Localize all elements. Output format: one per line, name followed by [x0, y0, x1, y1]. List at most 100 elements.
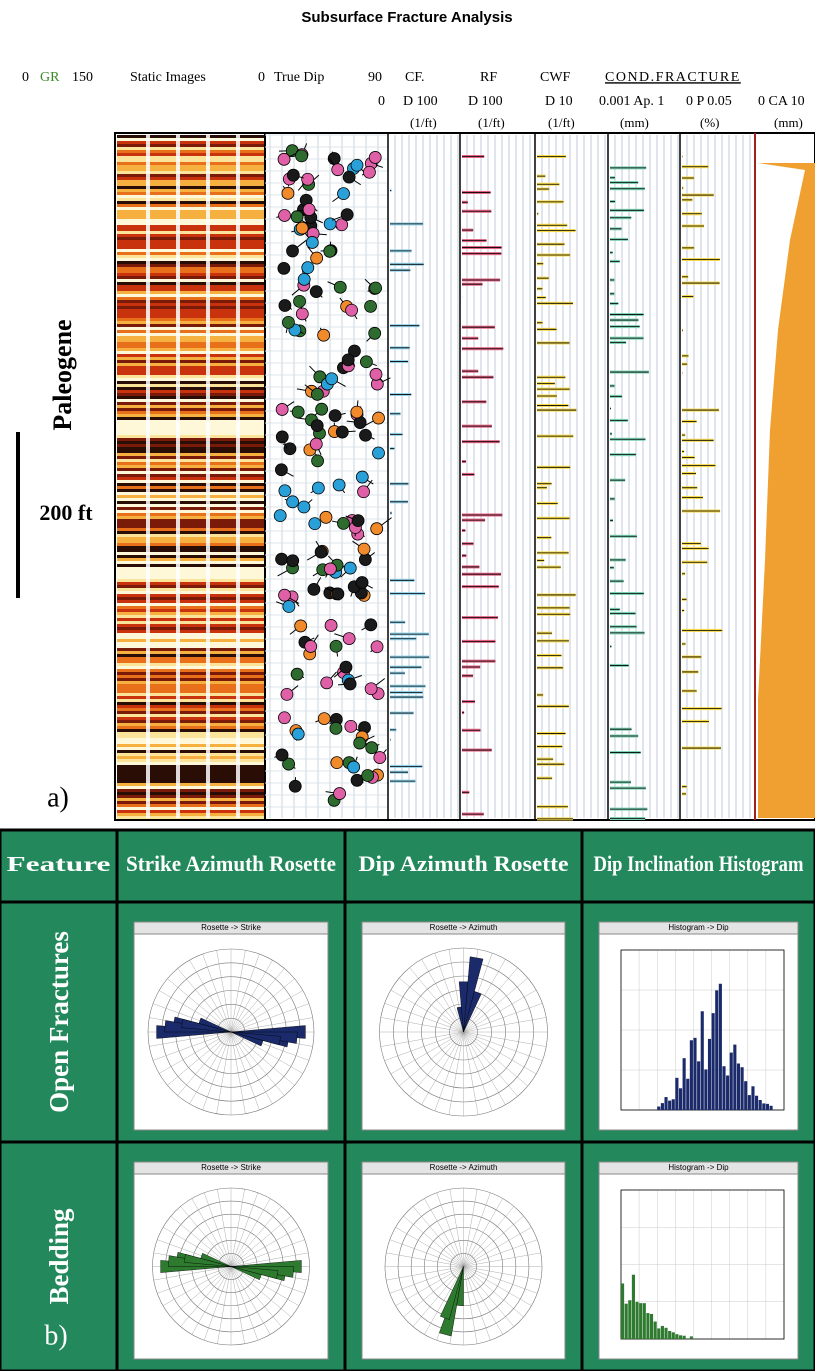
- hist-bar: [762, 1103, 766, 1110]
- image-band: [117, 243, 264, 246]
- rosette-spoke: [230, 1206, 282, 1267]
- hist-bar: [697, 1061, 701, 1110]
- image-band: [117, 453, 264, 456]
- tadpole: [317, 712, 331, 725]
- image-band: [117, 738, 264, 741]
- image-band: [117, 231, 264, 234]
- image-band: [117, 339, 264, 342]
- image-band: [117, 291, 264, 294]
- image-band: [117, 603, 264, 606]
- rosette-spoke: [463, 1192, 491, 1267]
- image-band: [117, 402, 264, 405]
- scale-label: 0 CA 10: [758, 94, 805, 109]
- rosette-spoke: [463, 1189, 478, 1267]
- image-band: [117, 369, 264, 372]
- rosette-spoke: [216, 1031, 232, 1114]
- hist-bar: [765, 1103, 770, 1110]
- rosette-spoke: [403, 1215, 464, 1267]
- tadpole: [277, 261, 291, 275]
- tadpole: [339, 660, 353, 674]
- rosette-spoke: [390, 989, 464, 1033]
- image-band: [117, 174, 264, 177]
- image-band: [117, 312, 264, 315]
- plot-titlebar: [361, 921, 566, 935]
- rosette-spoke: [202, 953, 232, 1033]
- image-band: [117, 702, 264, 705]
- rosette-spoke: [230, 1239, 305, 1267]
- image-band: [117, 780, 264, 783]
- tadpole: [297, 272, 311, 286]
- tadpole: [290, 210, 304, 224]
- rosette-spoke: [216, 950, 232, 1033]
- row-header: Open Fractures: [44, 931, 74, 1113]
- tadpole: [353, 736, 367, 750]
- rosette-spoke: [189, 1031, 232, 1104]
- image-band: [117, 360, 264, 363]
- rosette-spoke: [463, 1252, 541, 1267]
- rosette-spoke: [463, 1198, 503, 1267]
- image-band: [117, 210, 264, 213]
- rosette-spoke: [152, 1031, 232, 1061]
- tadpole: [361, 769, 375, 782]
- rosette-spoke: [389, 1239, 464, 1267]
- image-band: [117, 411, 264, 414]
- image-band: [117, 294, 264, 297]
- image-band: [117, 657, 264, 660]
- hist-bar: [631, 1274, 635, 1339]
- image-band: [117, 345, 264, 348]
- hist-bar: [689, 1336, 693, 1339]
- plot-titlebar: [133, 921, 329, 935]
- image-band: [117, 219, 264, 222]
- image-band: [117, 579, 264, 582]
- hist-bar: [718, 983, 722, 1110]
- rosette-spoke: [167, 978, 232, 1033]
- image-band: [117, 168, 264, 171]
- image-band: [117, 240, 264, 243]
- image-band: [117, 651, 264, 654]
- rosette-spoke: [230, 1266, 282, 1327]
- image-band: [117, 264, 264, 267]
- image-band: [117, 732, 264, 735]
- track-label: RF: [480, 70, 497, 85]
- image-band: [117, 282, 264, 285]
- image-band: [117, 303, 264, 306]
- image-band: [117, 483, 264, 486]
- tadpole: [278, 711, 291, 725]
- rosette-spoke: [463, 1031, 547, 1047]
- tadpole: [295, 221, 309, 235]
- image-band: [117, 366, 264, 369]
- rosette-spoke: [230, 950, 246, 1033]
- rosette-spoke: [463, 1031, 518, 1097]
- tadpole: [368, 151, 382, 164]
- image-gap: [146, 135, 150, 818]
- image-band: [117, 321, 264, 324]
- rosette-spoke: [399, 977, 464, 1033]
- tadpole: [281, 186, 295, 200]
- scale-label: 0: [378, 94, 385, 109]
- image-band: [117, 249, 264, 252]
- rosette-petal: [200, 1252, 232, 1267]
- image-band: [117, 372, 264, 375]
- image-band: [117, 399, 264, 402]
- track-label: Static Images: [130, 70, 206, 85]
- image-band: [117, 276, 264, 279]
- image-band: [117, 810, 264, 813]
- image-band: [117, 717, 264, 720]
- image-band: [117, 654, 264, 657]
- rosette-spoke: [177, 1031, 232, 1096]
- rosette-spoke: [424, 1266, 464, 1335]
- tadpole: [364, 682, 378, 696]
- hist-bar: [628, 1300, 632, 1339]
- rosette-spoke: [217, 1266, 232, 1344]
- rosette-spoke: [189, 960, 232, 1033]
- rosette-spoke: [170, 1266, 232, 1318]
- rosette-spoke: [159, 990, 232, 1033]
- rosette-spoke: [230, 1031, 285, 1096]
- image-gap: [236, 135, 240, 818]
- image-band: [117, 615, 264, 618]
- scale-label: 200 ft: [39, 500, 93, 525]
- hist-bar: [755, 1095, 759, 1110]
- hist-bar: [664, 1327, 668, 1339]
- panel-label: a): [47, 782, 69, 813]
